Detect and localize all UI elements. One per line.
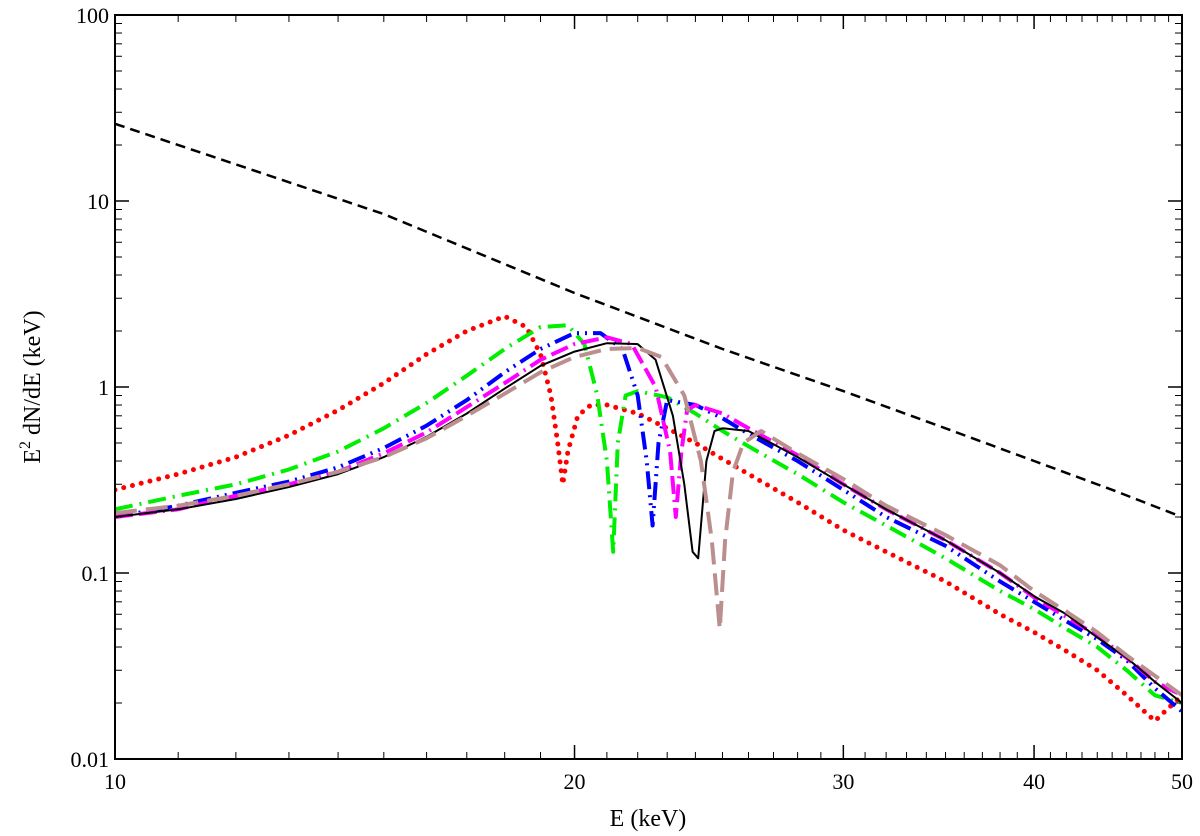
ticks-layer: 10 20 30 40 50 0.01 0.1 1 10 100 (71, 3, 1194, 794)
series-layer (115, 122, 1182, 724)
x-axis-label: E (keV) (610, 806, 687, 832)
series-line-continuum (115, 122, 1182, 519)
plot-frame (114, 14, 1183, 760)
series-line-black-solid (115, 342, 1182, 704)
y-axis-label-prefix: E (20, 449, 46, 464)
series-line-blue-dash-dot-dot (115, 331, 1182, 714)
y-tick-label: 100 (76, 3, 109, 28)
series-line-rosy-brown-long-dash (115, 346, 1182, 697)
y-axis-label-suffix: dN/dE (keV) (20, 310, 46, 441)
y-axis-label: E2 dN/dE (keV) (17, 310, 46, 463)
x-tick-label: 10 (104, 769, 126, 794)
x-tick-label: 30 (832, 769, 854, 794)
y-tick-label: 1 (98, 375, 109, 400)
y-tick-label: 10 (87, 189, 109, 214)
series-line-green-dash-dot (115, 323, 1182, 705)
series-line-magenta-dash-dash-dot (115, 335, 1182, 698)
x-tick-label: 40 (1023, 769, 1045, 794)
x-tick-label: 20 (564, 769, 586, 794)
y-axis-label-superscript: 2 (17, 441, 34, 449)
x-tick-label: 50 (1171, 769, 1193, 794)
y-tick-label: 0.01 (71, 747, 110, 772)
y-tick-label: 0.1 (82, 561, 110, 586)
